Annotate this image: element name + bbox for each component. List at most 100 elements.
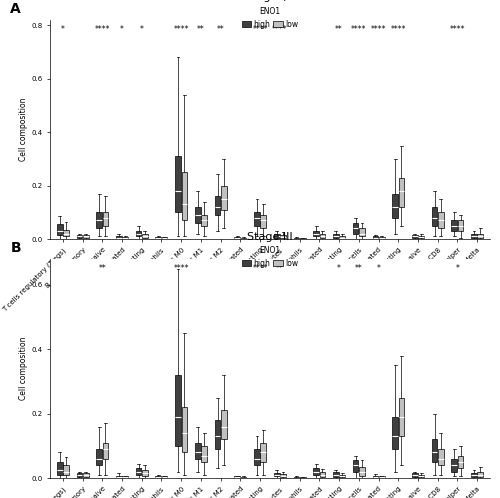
Text: ****: **** <box>371 25 386 34</box>
PathPatch shape <box>333 234 338 238</box>
PathPatch shape <box>175 375 181 446</box>
PathPatch shape <box>359 467 365 476</box>
Text: **: ** <box>355 264 362 273</box>
PathPatch shape <box>122 477 128 478</box>
PathPatch shape <box>438 212 444 229</box>
PathPatch shape <box>234 477 240 478</box>
Text: **: ** <box>217 25 224 34</box>
PathPatch shape <box>372 476 378 478</box>
PathPatch shape <box>478 472 483 477</box>
Text: **: ** <box>197 25 205 34</box>
Text: B: B <box>10 242 21 255</box>
PathPatch shape <box>202 215 207 226</box>
Text: **: ** <box>98 264 106 273</box>
Text: ****: **** <box>450 25 465 34</box>
PathPatch shape <box>314 231 319 237</box>
Text: ****: **** <box>351 25 366 34</box>
PathPatch shape <box>96 449 102 465</box>
PathPatch shape <box>320 234 326 238</box>
Text: *: * <box>456 264 460 273</box>
Y-axis label: Cell composition: Cell composition <box>20 337 28 400</box>
PathPatch shape <box>320 472 326 477</box>
PathPatch shape <box>471 473 477 477</box>
PathPatch shape <box>333 472 338 477</box>
PathPatch shape <box>240 238 246 239</box>
PathPatch shape <box>294 238 300 239</box>
PathPatch shape <box>379 237 384 239</box>
PathPatch shape <box>83 235 88 238</box>
Text: ****: **** <box>252 25 268 34</box>
Text: ****: **** <box>174 264 189 273</box>
Text: **: ** <box>276 264 283 273</box>
Text: *: * <box>376 264 380 273</box>
PathPatch shape <box>202 446 207 462</box>
Text: *: * <box>120 25 124 34</box>
Text: A: A <box>10 2 21 16</box>
Text: *: * <box>140 25 143 34</box>
PathPatch shape <box>136 469 141 475</box>
PathPatch shape <box>379 477 384 478</box>
PathPatch shape <box>294 477 300 478</box>
PathPatch shape <box>300 238 306 239</box>
PathPatch shape <box>314 469 319 475</box>
PathPatch shape <box>353 460 358 472</box>
PathPatch shape <box>418 236 424 238</box>
PathPatch shape <box>175 156 181 212</box>
PathPatch shape <box>432 439 438 462</box>
Y-axis label: Cell composition: Cell composition <box>20 98 28 161</box>
PathPatch shape <box>136 231 141 237</box>
PathPatch shape <box>162 477 168 478</box>
PathPatch shape <box>280 235 286 238</box>
PathPatch shape <box>398 178 404 207</box>
Legend: high, low: high, low <box>241 245 299 268</box>
PathPatch shape <box>142 470 148 477</box>
Text: **: ** <box>335 25 343 34</box>
Title: Stage III: Stage III <box>247 232 293 242</box>
PathPatch shape <box>195 207 200 223</box>
PathPatch shape <box>432 207 438 226</box>
PathPatch shape <box>116 476 121 478</box>
PathPatch shape <box>274 234 280 238</box>
PathPatch shape <box>340 475 345 478</box>
Text: *: * <box>337 264 341 273</box>
PathPatch shape <box>458 220 464 231</box>
PathPatch shape <box>57 462 62 475</box>
PathPatch shape <box>398 397 404 436</box>
PathPatch shape <box>418 475 424 477</box>
Text: ****: **** <box>272 25 287 34</box>
PathPatch shape <box>57 224 62 235</box>
PathPatch shape <box>122 237 128 239</box>
PathPatch shape <box>392 194 398 218</box>
PathPatch shape <box>274 473 280 477</box>
PathPatch shape <box>254 449 260 465</box>
PathPatch shape <box>254 212 260 226</box>
PathPatch shape <box>452 220 457 231</box>
PathPatch shape <box>162 238 168 239</box>
PathPatch shape <box>116 237 121 239</box>
PathPatch shape <box>260 215 266 229</box>
PathPatch shape <box>452 459 457 472</box>
PathPatch shape <box>221 410 226 439</box>
PathPatch shape <box>76 235 82 238</box>
PathPatch shape <box>221 186 226 210</box>
Title: Stage I/II: Stage I/II <box>246 0 294 2</box>
Text: *: * <box>61 25 65 34</box>
PathPatch shape <box>372 237 378 239</box>
PathPatch shape <box>478 234 483 238</box>
PathPatch shape <box>96 212 102 229</box>
PathPatch shape <box>156 476 161 478</box>
PathPatch shape <box>234 238 240 239</box>
PathPatch shape <box>63 230 69 237</box>
Text: ****: **** <box>174 25 189 34</box>
Text: ****: **** <box>94 25 110 34</box>
PathPatch shape <box>182 407 187 452</box>
Text: ****: **** <box>390 25 406 34</box>
PathPatch shape <box>340 237 345 239</box>
PathPatch shape <box>195 443 200 459</box>
PathPatch shape <box>240 477 246 478</box>
PathPatch shape <box>438 449 444 465</box>
PathPatch shape <box>353 223 358 234</box>
PathPatch shape <box>142 234 148 238</box>
PathPatch shape <box>359 229 365 237</box>
PathPatch shape <box>260 443 266 462</box>
